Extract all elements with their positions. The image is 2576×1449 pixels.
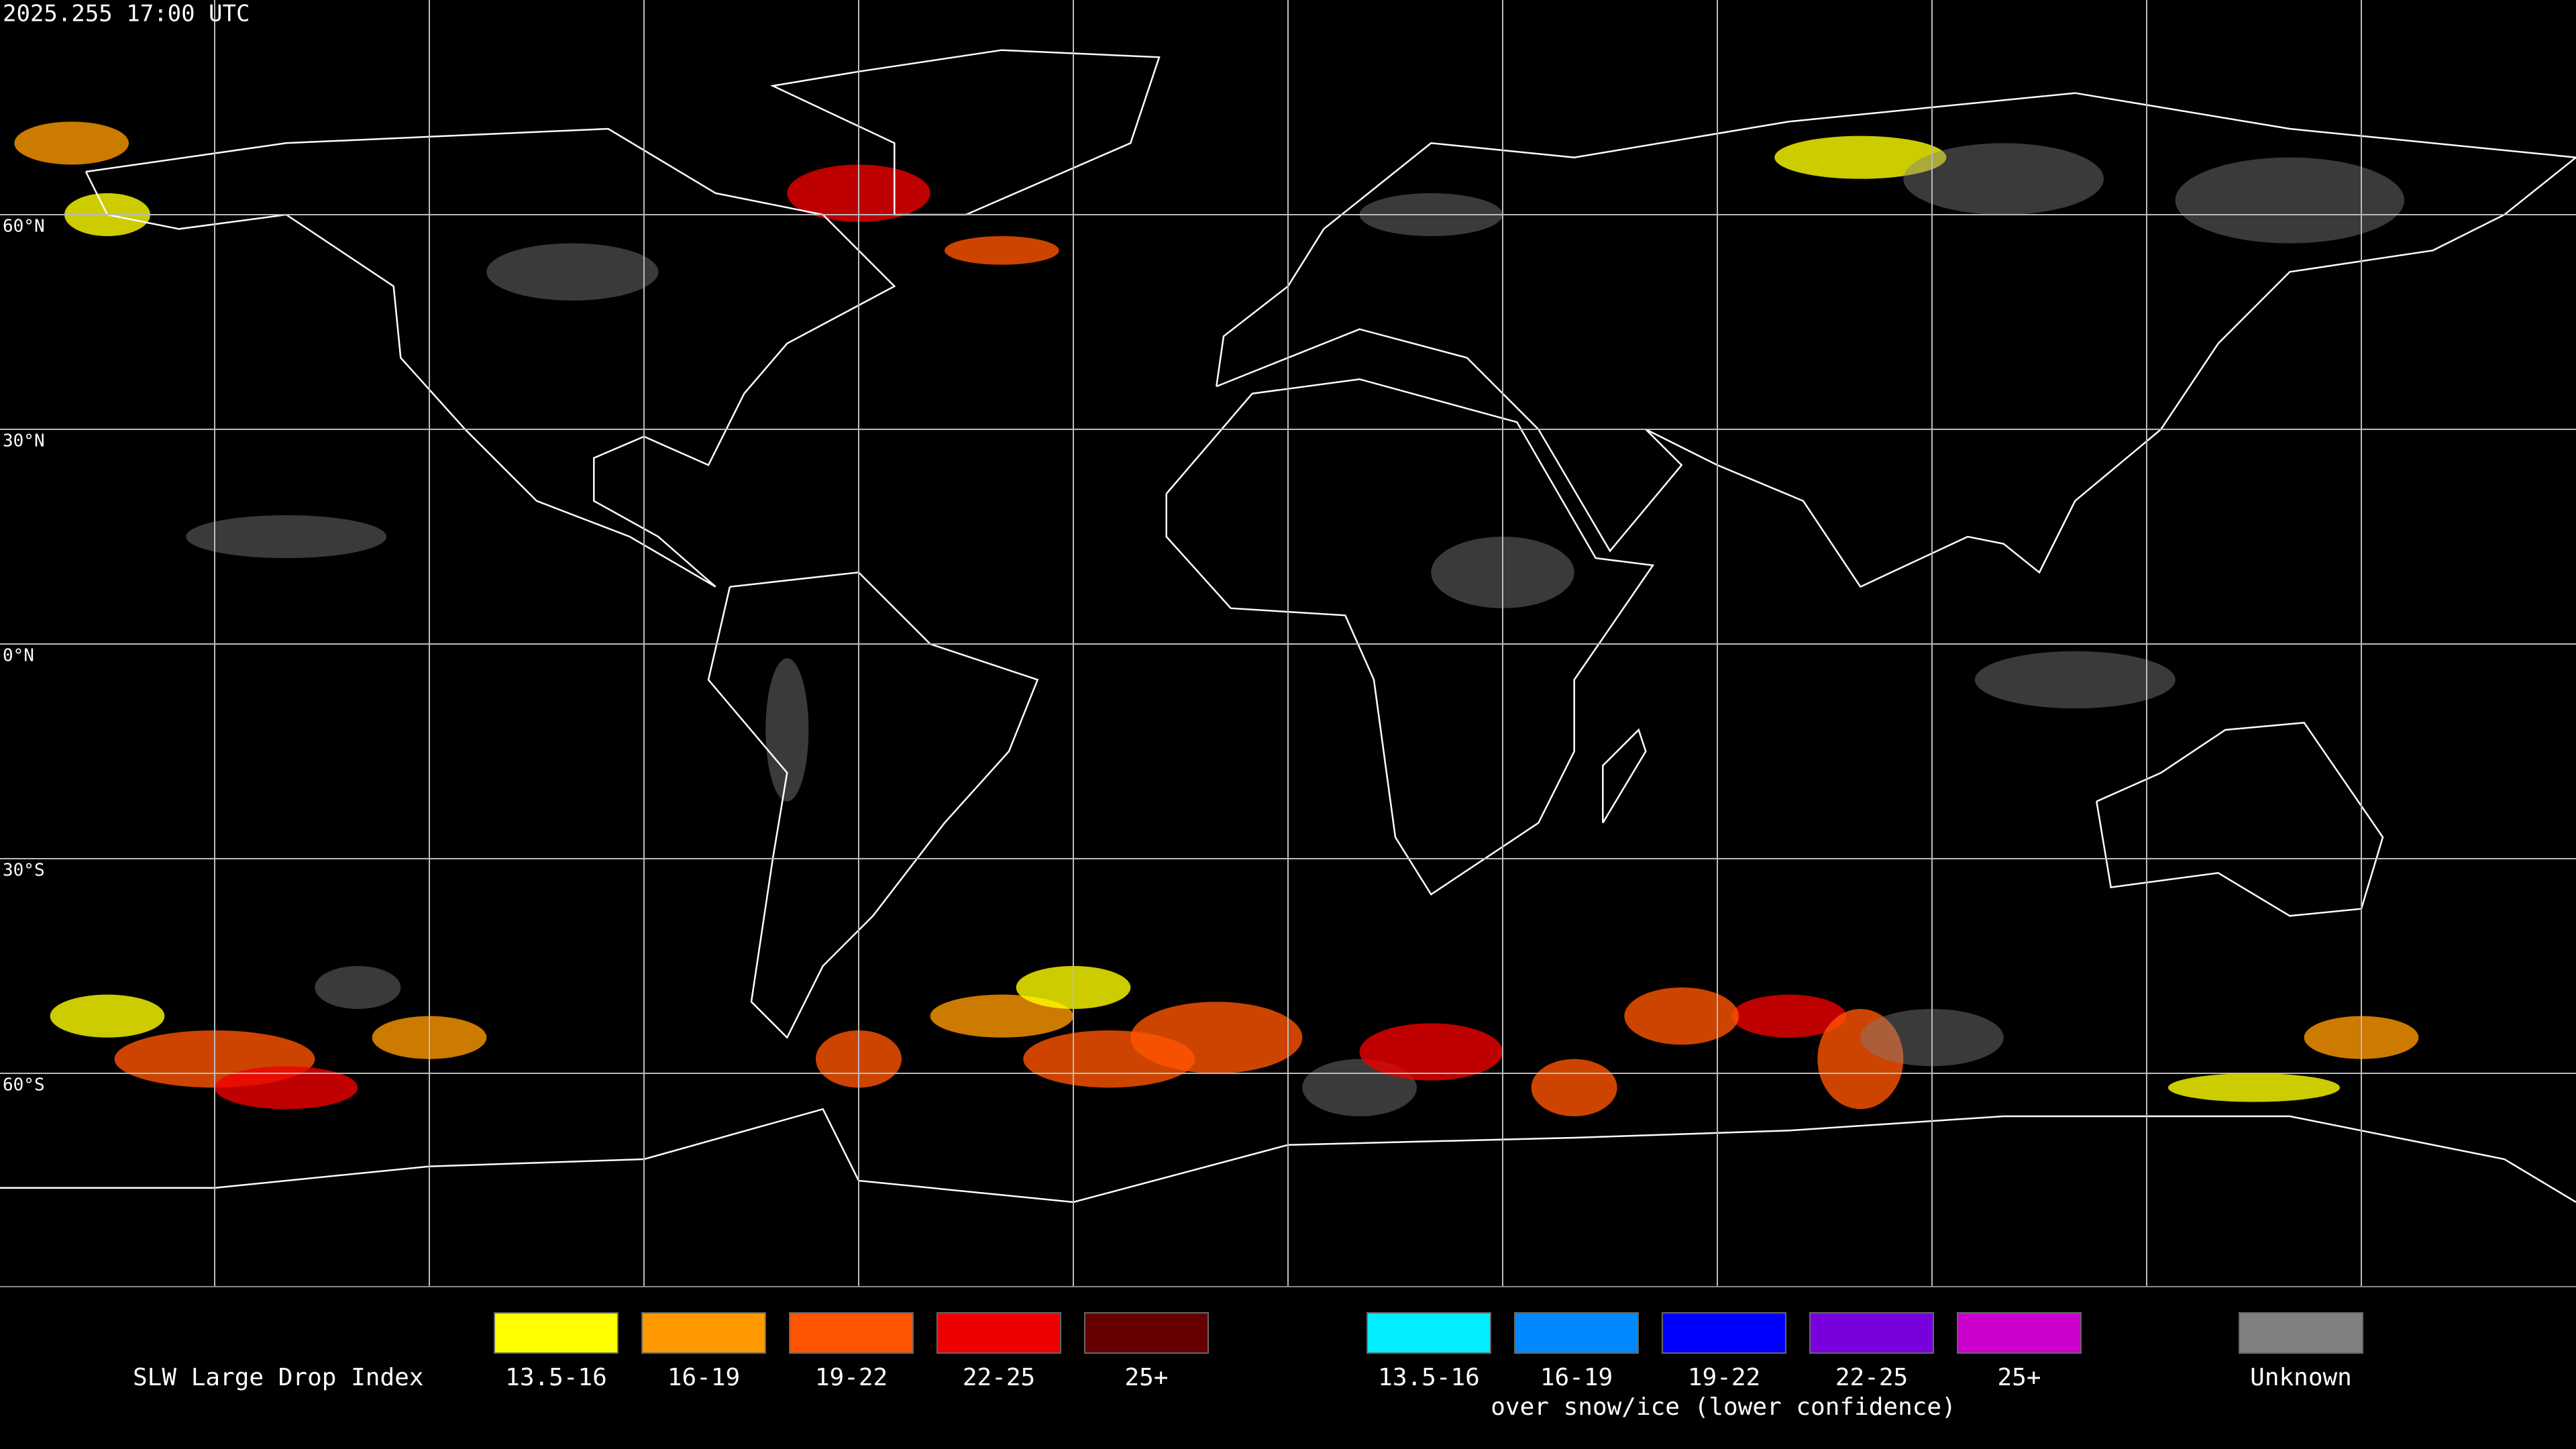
coastline xyxy=(2096,721,2384,917)
cloud-area xyxy=(1903,143,2104,215)
coastline xyxy=(769,49,1161,216)
lat-label: 30°N xyxy=(3,431,45,451)
cloud-area xyxy=(214,1066,358,1110)
lat-label: 60°S xyxy=(3,1075,45,1095)
legend-swatch xyxy=(1662,1312,1786,1354)
legend-label: 16-19 xyxy=(1540,1364,1613,1391)
cloud-area xyxy=(1731,994,1847,1038)
cloud-area xyxy=(1624,987,1739,1045)
legend-swatch xyxy=(1514,1312,1639,1354)
legend-label: 19-22 xyxy=(815,1364,888,1391)
legend-swatch xyxy=(789,1312,914,1354)
legend-label: 16-19 xyxy=(667,1364,740,1391)
cloud-area xyxy=(486,243,659,301)
cloud-area xyxy=(2167,1073,2341,1102)
cloud-area xyxy=(14,121,129,165)
legend-swatch xyxy=(494,1312,619,1354)
cloud-area xyxy=(765,658,809,802)
cloud-area xyxy=(1774,136,1947,179)
cloud-area xyxy=(944,235,1059,265)
legend-label: 25+ xyxy=(1997,1364,2041,1391)
legend-swatch xyxy=(936,1312,1061,1354)
cloud-area xyxy=(1817,1008,1904,1110)
coastline xyxy=(1602,728,1647,824)
latitude-labels: 60°N 30°N 0°N 30°S 60°S xyxy=(3,217,45,1095)
cloud-area xyxy=(1531,1059,1617,1117)
legend-swatch xyxy=(1366,1312,1491,1354)
timestamp: 2025.255 17:00 UTC xyxy=(3,1,250,28)
cloud-area xyxy=(1359,1023,1503,1081)
legend-label: 22-25 xyxy=(1835,1364,1908,1391)
cloud-area xyxy=(2175,157,2405,244)
legend-swatch xyxy=(2239,1312,2363,1354)
coastline xyxy=(707,571,1039,1039)
lat-label: 60°N xyxy=(3,217,45,237)
cloud-area xyxy=(186,515,387,559)
legend-label: 25+ xyxy=(1124,1364,1168,1391)
legend-label: 19-22 xyxy=(1688,1364,1760,1391)
coastline xyxy=(0,1108,2576,1203)
coastline xyxy=(85,127,896,588)
legend: SLW Large Drop Index over snow/ice (lowe… xyxy=(133,1312,2363,1421)
legend-swatch xyxy=(641,1312,766,1354)
legend-title: SLW Large Drop Index xyxy=(133,1364,423,1391)
graticule xyxy=(0,0,2576,1287)
legend-label: 13.5-16 xyxy=(505,1364,607,1391)
legend-swatch xyxy=(1084,1312,1209,1354)
legend-note: over snow/ice (lower confidence) xyxy=(1491,1393,1956,1421)
cloud-area xyxy=(1974,651,2176,709)
legend-label: Unknown xyxy=(2250,1364,2352,1391)
cloud-area xyxy=(315,965,401,1010)
lat-label: 30°S xyxy=(3,861,45,881)
legend-label: 13.5-16 xyxy=(1378,1364,1480,1391)
lat-label: 0°N xyxy=(3,646,34,666)
legend-swatch xyxy=(1809,1312,1934,1354)
cloud-area xyxy=(50,994,165,1038)
legend-swatch xyxy=(1957,1312,2082,1354)
legend-label: 22-25 xyxy=(963,1364,1035,1391)
cloud-area xyxy=(930,994,1074,1038)
cloud-area xyxy=(1023,1030,1195,1088)
